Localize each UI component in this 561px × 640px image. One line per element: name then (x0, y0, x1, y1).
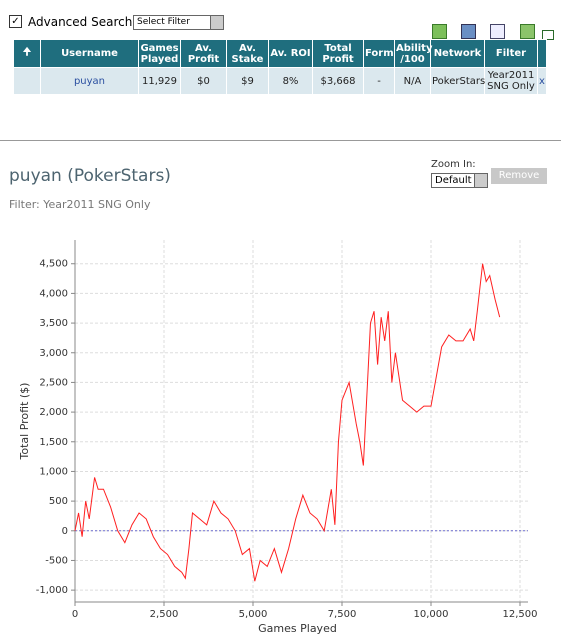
header-blank (537, 39, 547, 68)
zoom-label: Zoom In: (431, 159, 476, 170)
icon[interactable] (542, 30, 554, 40)
profile-title: puyan (PokerStars) (9, 166, 171, 186)
header[interactable]: Av. Profit (180, 39, 227, 68)
checkbox[interactable]: ✓ (9, 15, 22, 28)
x-tick-label: 2,500 (150, 609, 179, 620)
header[interactable]: Av. Stake (226, 39, 269, 68)
x-tick-label: 5,000 (239, 609, 268, 620)
y-tick-label: 500 (49, 496, 68, 507)
icon[interactable] (461, 24, 476, 39)
zoom-select[interactable]: Default (431, 173, 488, 188)
y-tick-label: -1,000 (36, 585, 68, 596)
header[interactable]: Form (363, 39, 395, 68)
y-tick-label: 3,000 (39, 348, 68, 359)
cell (13, 67, 41, 95)
x-tick-label: 12,500 (503, 609, 538, 620)
y-tick-label: -500 (45, 555, 68, 566)
cell[interactable]: puyan (40, 67, 139, 95)
search-label: Advanced Search (28, 15, 133, 29)
y-tick-label: 1,000 (39, 466, 68, 477)
header[interactable]: Username (40, 39, 139, 68)
y-tick-label: 4,000 (39, 288, 68, 299)
cell: N/A (394, 67, 431, 95)
header[interactable]: Av. ROI (268, 39, 313, 68)
remove-link[interactable]: x (537, 67, 547, 95)
icon[interactable] (520, 24, 535, 39)
cell: $3,668 (312, 67, 364, 95)
cell: Year2011 SNG Only (484, 67, 538, 95)
header[interactable]: Network (430, 39, 485, 68)
x-tick-label: 7,500 (328, 609, 357, 620)
y-tick-label: 4,500 (39, 259, 68, 270)
sort-icon[interactable]: 🠉 (13, 39, 41, 68)
cell: $9 (226, 67, 269, 95)
x-axis-label: Games Played (258, 622, 337, 635)
remove-button[interactable]: Remove (491, 168, 547, 184)
divider (0, 140, 561, 141)
cell: PokerStars (430, 67, 485, 95)
header[interactable]: Ability /100 (394, 39, 432, 68)
y-tick-label: 1,500 (39, 437, 68, 448)
cell: 11,929 (138, 67, 181, 95)
y-tick-label: 0 (62, 526, 68, 537)
cell: - (363, 67, 395, 95)
stats-table: 🠉 Username Games Played Av. Profit Av. S… (13, 39, 547, 95)
x-tick-label: 0 (72, 609, 78, 620)
y-tick-label: 2,500 (39, 377, 68, 388)
cell: $0 (180, 67, 227, 95)
y-tick-label: 2,000 (39, 407, 68, 418)
cell: 8% (268, 67, 313, 95)
y-axis-label: Total Profit ($) (18, 383, 31, 461)
header[interactable]: Total Profit (312, 39, 364, 68)
line-series (74, 263, 501, 582)
filter-select[interactable]: Select Filter (133, 15, 224, 30)
icon[interactable] (490, 24, 505, 39)
icon[interactable] (432, 24, 447, 39)
x-tick-label: 10,000 (414, 609, 449, 620)
profile-filter: Filter: Year2011 SNG Only (9, 198, 151, 211)
y-tick-label: 3,500 (39, 318, 68, 329)
header[interactable]: Filter (484, 39, 538, 68)
header[interactable]: Games Played (138, 39, 181, 68)
